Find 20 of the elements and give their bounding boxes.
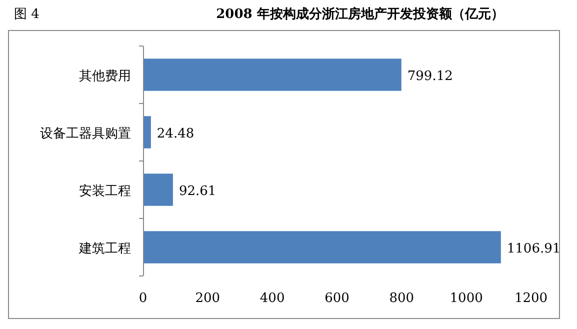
- x-tick-label: 400: [260, 291, 285, 306]
- y-tick-label: 其他费用: [79, 68, 131, 84]
- bar: [143, 174, 173, 206]
- bar: [143, 231, 501, 264]
- x-tick-label: 1200: [514, 291, 548, 306]
- x-tick-label: 1000: [450, 291, 483, 306]
- x-tick-label: 600: [324, 291, 350, 306]
- y-tick-label: 安装工程: [79, 182, 131, 199]
- caption: 图 4: [14, 7, 40, 22]
- x-tick-label: 200: [195, 291, 220, 306]
- y-tick-label: 设备工器具购置: [40, 126, 131, 142]
- x-tick-label: 0: [138, 291, 148, 306]
- data-label: 1106.91: [506, 241, 561, 256]
- bar: [143, 58, 402, 91]
- x-tick-label: 800: [389, 291, 414, 306]
- y-tick-label: 建筑工程: [78, 241, 131, 256]
- data-label: 24.48: [156, 126, 194, 142]
- data-label: 799.12: [407, 68, 453, 84]
- data-label: 92.61: [178, 184, 216, 199]
- chart-title: 2008 年按构成分浙江房地产开发投资额（亿元）: [216, 6, 504, 22]
